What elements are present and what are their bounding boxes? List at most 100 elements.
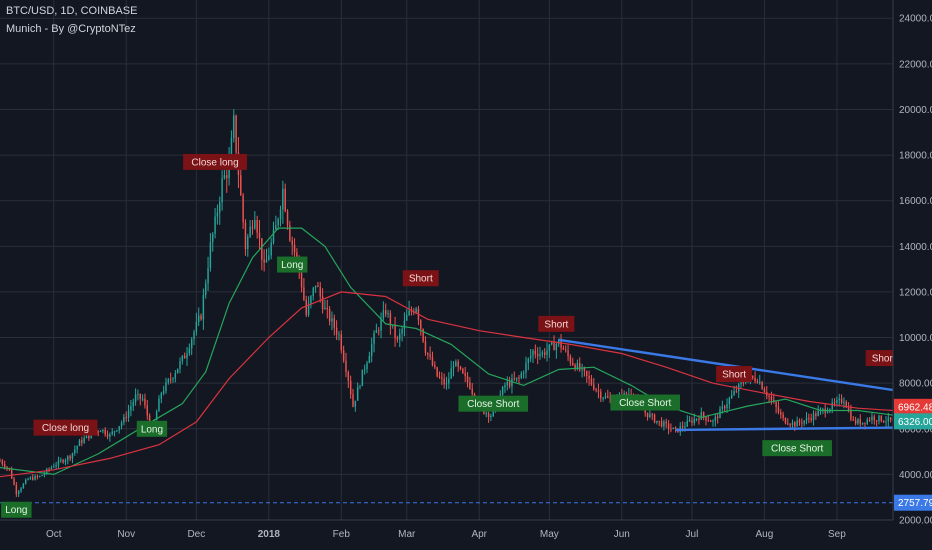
candle-body: [597, 390, 600, 392]
price-badge: [894, 413, 932, 430]
candle-body: [798, 420, 801, 423]
candle-body: [574, 364, 576, 370]
candle-body: [118, 426, 120, 431]
candle-body: [111, 431, 113, 435]
candle-body: [27, 478, 29, 480]
candle-body: [525, 363, 527, 373]
candle-body: [873, 416, 876, 421]
candle-body: [235, 115, 237, 153]
candle-body: [53, 466, 55, 468]
candle-body: [324, 307, 326, 310]
candle-body: [735, 391, 738, 393]
candle-body: [471, 388, 473, 395]
x-tick-label: Aug: [756, 529, 774, 540]
candle-body: [532, 350, 534, 356]
x-tick-label: Jun: [614, 529, 630, 540]
candle-body: [752, 375, 754, 378]
candle-body: [13, 478, 15, 485]
candle-body: [745, 381, 747, 383]
candle-body: [843, 402, 845, 404]
candle-body: [443, 378, 445, 385]
candle-body: [314, 285, 317, 288]
candle-body: [761, 382, 763, 390]
price-axis: 2000.00 4000.00 6000.00 8000.00 10000.00 1200…: [894, 14, 932, 527]
candle-body: [226, 175, 228, 179]
candle-body: [387, 313, 389, 315]
candle-body: [691, 420, 693, 423]
candle-body: [469, 382, 471, 389]
candle-body: [268, 255, 270, 260]
signal-label-box: [762, 440, 832, 457]
candle-body: [265, 259, 268, 263]
signal-label-box: [183, 153, 248, 170]
candle-body: [415, 308, 417, 313]
candle-body: [141, 398, 144, 400]
candle-body: [109, 434, 111, 437]
y-tick-label: 16000.00: [899, 196, 932, 207]
candle-body: [590, 378, 593, 385]
candle-body: [261, 238, 263, 260]
candle-body: [604, 396, 607, 398]
candle-body: [588, 375, 590, 379]
candle-body: [106, 434, 109, 437]
candle-body: [113, 431, 116, 433]
candle-body: [796, 420, 798, 427]
candle-body: [560, 339, 562, 348]
candle-body: [698, 418, 700, 420]
candle-body: [132, 402, 134, 407]
signal-label-text: Close Short: [619, 398, 671, 409]
time-axis: Oct Nov Dec 2018 Feb Mar Apr May Jun Jul Aug Sep: [46, 529, 846, 540]
candle-body: [254, 220, 256, 229]
candle-body: [777, 407, 780, 413]
candle-body: [317, 285, 319, 287]
candle-body: [286, 211, 289, 226]
candle-body: [572, 362, 574, 365]
signal-label-text: Long: [5, 505, 27, 516]
signal-label-text: Short: [544, 319, 568, 330]
price-badge-label: 6326.00: [898, 417, 932, 428]
candle-body: [88, 435, 90, 439]
candle-body: [607, 396, 609, 398]
candle-body: [836, 400, 838, 403]
signal-label-text: Close Short: [467, 399, 519, 410]
candle-body: [501, 387, 504, 395]
candle-body: [275, 225, 277, 230]
candle-body: [144, 398, 146, 406]
trendline: [558, 338, 894, 392]
candle-body: [282, 188, 284, 210]
candle-body: [452, 366, 455, 369]
candle-body: [702, 412, 705, 417]
x-tick-label: Feb: [333, 529, 351, 540]
candle-body: [158, 398, 160, 412]
candle-body: [513, 378, 516, 380]
candle-body: [653, 414, 656, 423]
candle-body: [506, 382, 509, 386]
candle-body: [279, 209, 282, 220]
candle-body: [216, 212, 219, 217]
candle-body: [646, 412, 649, 418]
candle-body: [763, 389, 766, 393]
candle-body: [410, 310, 413, 312]
candle-body: [116, 430, 118, 432]
candle-body: [445, 383, 448, 385]
candle-body: [78, 440, 81, 447]
candle-body: [490, 416, 492, 418]
candle-body: [459, 366, 462, 369]
candle-body: [875, 420, 878, 422]
signal-label-text: Short: [722, 370, 746, 381]
signal-label-text: Close long: [42, 423, 89, 434]
candle-body: [705, 416, 707, 421]
candle-body: [576, 363, 579, 370]
candle-body: [733, 391, 735, 395]
candle-body: [277, 219, 279, 226]
candle-body: [434, 365, 436, 368]
candle-body: [822, 408, 824, 410]
candle-body: [448, 378, 450, 384]
candle-body: [310, 296, 312, 304]
candle-body: [396, 337, 399, 340]
candle-body: [868, 419, 871, 421]
candle-body: [209, 242, 212, 269]
candle-body: [408, 310, 410, 315]
